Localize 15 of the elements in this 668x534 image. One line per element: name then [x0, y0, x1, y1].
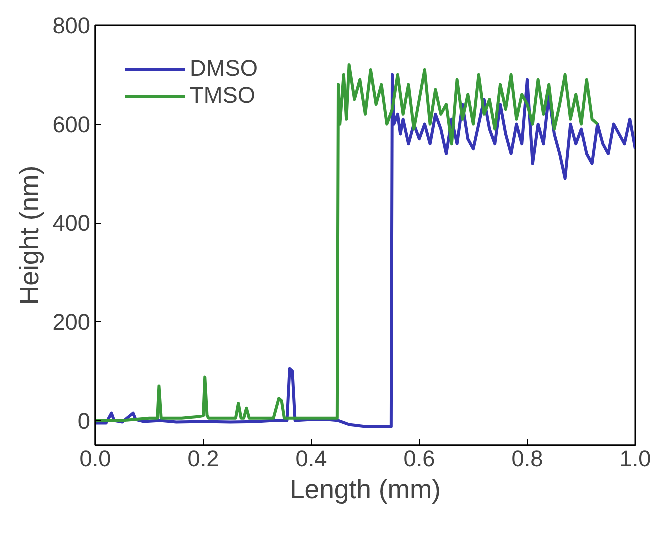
legend-label: DMSO: [190, 55, 258, 82]
x-tick-label: 0.6: [404, 446, 436, 472]
y-tick-label: 400: [52, 210, 91, 236]
x-tick-label: 1.0: [620, 446, 652, 472]
y-tick-label: 0: [78, 408, 91, 434]
x-tick-label: 0.4: [296, 446, 328, 472]
x-tick-label: 0.0: [80, 446, 112, 472]
y-tick-label: 200: [52, 308, 91, 335]
y-tick-label: 800: [52, 12, 91, 38]
y-axis-title: Height (nm): [14, 166, 45, 306]
x-axis-title: Length (mm): [290, 474, 442, 504]
x-tick-label: 0.2: [188, 446, 220, 472]
legend-label: TMSO: [190, 82, 256, 109]
x-tick-label: 0.8: [512, 446, 544, 472]
y-tick-label: 600: [52, 111, 91, 138]
